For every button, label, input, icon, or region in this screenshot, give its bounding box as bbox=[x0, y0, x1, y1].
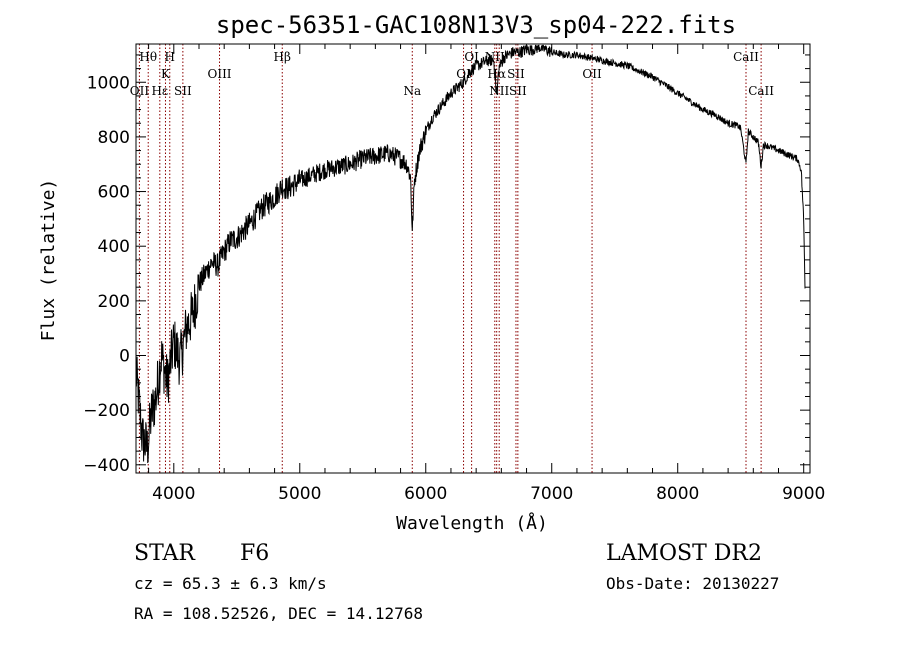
line-label: Hθ bbox=[139, 50, 157, 64]
x-axis-label: Wavelength (Å) bbox=[396, 512, 548, 534]
y-tick-label: 800 bbox=[98, 128, 130, 148]
line-label: SII bbox=[509, 84, 527, 98]
line-label: NII bbox=[489, 84, 509, 98]
line-label: Na bbox=[403, 84, 421, 98]
line-label: H bbox=[165, 50, 175, 64]
line-label: CaII bbox=[748, 84, 774, 98]
plot-axes: 4000 5000 6000 7000 8000 9000 −400 −200 0 200 400 6… bbox=[83, 43, 825, 504]
redshift-velocity: cz = 65.3 ± 6.3 km/s bbox=[134, 574, 327, 593]
survey-name: LAMOST DR2 bbox=[606, 541, 762, 566]
line-label: CaII bbox=[733, 50, 759, 64]
spectral-subclass: F6 bbox=[240, 541, 269, 566]
line-label: K bbox=[161, 67, 171, 81]
y-tick-label: 600 bbox=[98, 183, 130, 203]
x-tick-label: 6000 bbox=[404, 484, 447, 504]
x-tick-label: 9000 bbox=[782, 484, 825, 504]
line-label: SII bbox=[507, 67, 525, 81]
line-label: SII bbox=[174, 84, 192, 98]
y-axis-label: Flux (relative) bbox=[38, 179, 59, 342]
y-tick-label: −200 bbox=[83, 401, 130, 421]
object-type: STAR bbox=[134, 541, 196, 566]
observation-date: Obs-Date: 20130227 bbox=[606, 574, 779, 593]
spectrum-line bbox=[135, 44, 806, 464]
line-label: Hβ bbox=[274, 50, 291, 64]
x-tick-label: 5000 bbox=[278, 484, 321, 504]
line-label: OII bbox=[582, 67, 602, 81]
plot-frame bbox=[135, 43, 811, 474]
line-label: OII bbox=[130, 84, 150, 98]
line-label: OIII bbox=[207, 67, 231, 81]
line-label: Hε bbox=[151, 84, 168, 98]
chart-title: spec-56351-GAC108N13V3_sp04-222.fits bbox=[216, 11, 736, 39]
x-tick-label: 7000 bbox=[530, 484, 573, 504]
x-tick-label: 8000 bbox=[656, 484, 699, 504]
y-tick-label: 200 bbox=[98, 292, 130, 312]
spectrum-plot-area bbox=[135, 44, 806, 464]
y-tick-label: 400 bbox=[98, 237, 130, 257]
y-tick-label: 0 bbox=[119, 347, 130, 367]
y-tick-label: −400 bbox=[83, 456, 130, 476]
line-label: Hα bbox=[487, 67, 506, 81]
x-tick-label: 4000 bbox=[152, 484, 195, 504]
coordinates: RA = 108.52526, DEC = 14.12768 bbox=[134, 604, 423, 623]
y-tick-label: 1000 bbox=[87, 73, 130, 93]
